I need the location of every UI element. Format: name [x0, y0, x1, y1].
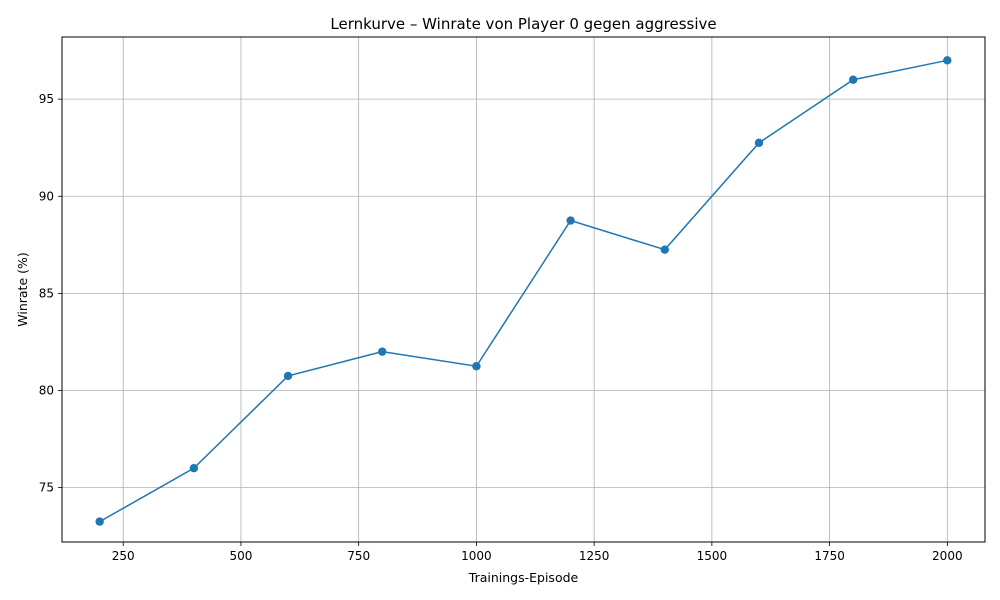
data-point: [660, 245, 669, 254]
grid: [62, 37, 985, 542]
chart-title: Lernkurve – Winrate von Player 0 gegen a…: [330, 15, 716, 33]
series-layer: [95, 56, 952, 526]
x-tick-label: 2000: [932, 549, 963, 563]
y-tick-label: 90: [39, 189, 54, 203]
data-point: [566, 216, 575, 225]
y-tick-label: 75: [39, 481, 54, 495]
x-tick-label: 500: [229, 549, 252, 563]
data-point: [378, 347, 387, 356]
plot-area-frame: [61, 36, 986, 543]
series-line: [99, 59, 948, 523]
data-point: [943, 56, 952, 65]
data-point: [848, 75, 858, 84]
x-tick-label: 250: [112, 549, 135, 563]
y-axis-label: Winrate (%): [15, 252, 30, 326]
data-point: [189, 463, 199, 473]
y-tick-label: 85: [39, 286, 54, 300]
x-tick-label: 1500: [697, 549, 728, 563]
x-tick-label: 750: [347, 549, 370, 563]
x-tick-label: 1000: [461, 549, 492, 563]
data-point: [95, 517, 104, 526]
data-point: [283, 371, 293, 381]
axis-ticks: 250 500 750 1000 1250 1500 1750 2000 75 80 85 90 95: [39, 92, 963, 563]
x-axis-label: Trainings-Episode: [468, 570, 579, 585]
data-point: [472, 362, 481, 371]
data-point: [754, 138, 764, 148]
y-tick-label: 95: [39, 92, 54, 106]
y-tick-label: 80: [39, 384, 54, 398]
x-tick-label: 1250: [579, 549, 610, 563]
x-tick-label: 1750: [814, 549, 845, 563]
